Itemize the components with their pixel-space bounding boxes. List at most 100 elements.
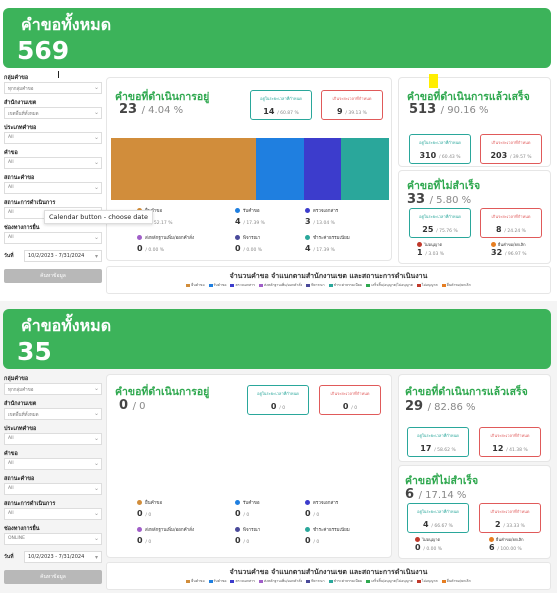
filter-request[interactable]: คำขอ All ⌄ [4,450,102,474]
search-button[interactable]: ค้นหาข้อมูล [4,570,102,584]
legend-dot-icon [235,527,240,532]
calendar-icon[interactable]: ▾ [94,252,98,260]
district-legend-item: ชำระค่าธรรมเนียม [328,578,362,584]
completed-count: 513 / 90.16 % [409,102,489,117]
bar-segment-0[interactable] [111,138,257,200]
filter-select[interactable]: All⌄ [4,157,102,169]
filter-select[interactable]: All⌄ [4,132,102,144]
chevron-down-icon: ⌄ [93,234,99,241]
bar-segment-2[interactable] [304,138,341,200]
text-cursor [58,71,59,78]
district-chart-card: จำนวนคำขอ จำแนกตามสำนักงานเขต และสถานะกา… [106,266,551,294]
chevron-down-icon: ⌄ [93,535,99,542]
search-button[interactable]: ค้นหาข้อมูล [4,269,102,283]
filter-request-status[interactable]: สถานะคำขอ All ⌄ [4,174,102,198]
district-legend-item: ไม่อนุญาต [416,282,438,288]
filter-select[interactable]: ONLINE ⌄ [4,533,102,545]
in-progress-within-time: อยู่ในระยะเวลาที่กำหนด 0 / 0 [247,385,309,415]
date-range-input[interactable]: 10/2/2023 - 7/31/2024 ▾ [24,551,102,563]
completed-count: 29 / 82.86 % [405,399,476,414]
filter-select[interactable]: ทุกกลุ่มคำขอ ⌄ [4,383,102,395]
district-legend-item: พิจารณา [306,282,325,288]
filter-select[interactable]: เขตพื้นที่ทั้งหมด ⌄ [4,408,102,420]
bar-segment-5[interactable] [340,138,389,200]
bar-segment-1[interactable] [256,138,305,200]
date-range: วันที่ 10/2/2023 - 7/31/2024 ▾ [4,550,102,564]
filter-request-group[interactable]: กลุ่มคำขอ ทุกกลุ่มคำขอ ⌄ [4,375,102,399]
date-label: วันที่ [4,554,14,560]
filter-channel[interactable]: ช่องทางการยื่น All ⌄ [4,224,102,248]
date-from[interactable]: 10/2/2023 [28,554,54,560]
date-to[interactable]: 7/31/2024 [58,554,85,560]
filter-select[interactable]: All⌄ [4,232,102,244]
fail-legend-not-permitted: ไม่อนุญาต 0 / 0.00 % [415,537,443,552]
filter-sidebar: กลุ่มคำขอ ทุกกลุ่มคำขอ ⌄ สำนักงานเขต เขตพื้… [4,375,102,584]
filter-select[interactable]: All⌄ [4,182,102,194]
date-from[interactable]: 10/2/2023 [28,253,54,259]
filter-channel[interactable]: ช่องทางการยื่น ONLINE ⌄ [4,525,102,549]
date-to[interactable]: 7/31/2024 [58,253,85,259]
completed-card: คำขอที่ดำเนินการแล้วเสร็จ 513 / 90.16 % … [398,77,551,167]
completed-within-time: อยู่ในระยะเวลาที่กำหนด 310 / 60.43 % [409,134,471,164]
in-progress-title: คำขอที่ดำเนินการอยู่ [115,91,210,103]
dashboard-panel-1: คำขอทั้งหมด 569 กลุ่มคำขอ ทุกกลุ่มคำขอ ⌄ ส… [0,0,557,296]
district-legend-item: ส่งหลักฐานเพิ่ม/ออกคำสั่ง [259,282,302,288]
failed-over-time: เกินระยะเวลาที่กำหนด 8 / 24.24 % [480,208,542,238]
filter-select[interactable]: All⌄ [4,458,102,470]
filter-select[interactable]: ทุกกลุ่มคำขอ ⌄ [4,82,102,94]
completed-over-time: เกินระยะเวลาที่กำหนด 12 / 41.38 % [479,427,541,457]
filter-request-type[interactable]: ประเภทคำขอ All ⌄ [4,124,102,148]
filter-request-type[interactable]: ประเภทคำขอ All ⌄ [4,425,102,449]
chevron-down-icon: ⌄ [93,159,99,166]
filter-label: สถานะการดำเนินการ [4,501,56,507]
status-legend-item: ตรวจเอกสาร 3 / 13.04 % [305,208,339,226]
total-requests-title: คำขอทั้งหมด [21,316,112,335]
status-stacked-bar [111,431,389,491]
in-progress-title: คำขอที่ดำเนินการอยู่ [115,386,210,398]
completed-title: คำขอที่ดำเนินการแล้วเสร็จ [407,91,530,103]
filter-district-office[interactable]: สำนักงานเขต เขตพื้นที่ทั้งหมด ⌄ [4,99,102,123]
date-label: วันที่ [4,253,14,259]
failed-title: คำขอที่ไม่สำเร็จ [407,180,481,192]
filter-request-group[interactable]: กลุ่มคำขอ ทุกกลุ่มคำขอ ⌄ [4,74,102,98]
failed-within-time: อยู่ในระยะเวลาที่กำหนด 4 / 66.67 % [407,503,469,533]
district-legend-item: รับคำขอ [208,578,226,584]
failed-card: คำขอที่ไม่สำเร็จ 33 / 5.80 % อยู่ในระยะเ… [398,170,551,264]
district-legend-item: ยื่นคำขอ [186,578,205,584]
chevron-down-icon: ⌄ [93,435,99,442]
district-legend-item: ยื่นคำขอ/ยกเลิก [441,578,471,584]
total-requests-count: 35 [17,337,52,366]
in-progress-count: 0 / 0 [119,398,146,413]
district-chart-legend: ยื่นคำขอ รับคำขอ ตรวจเอกสาร ส่งหลักฐานเพิ่ม… [107,282,550,288]
calendar-icon[interactable]: ▾ [94,553,98,561]
filter-request-status[interactable]: สถานะคำขอ All ⌄ [4,475,102,499]
filter-select[interactable]: All⌄ [4,483,102,495]
filter-label: สถานะการดำเนินการ [4,200,56,206]
legend-dot-icon [305,208,310,213]
filter-label: ช่องทางการยื่น [4,225,40,231]
filter-district-office[interactable]: สำนักงานเขต เขตพื้นที่ทั้งหมด ⌄ [4,400,102,424]
filter-select[interactable]: All⌄ [4,508,102,520]
chevron-down-icon: ⌄ [93,485,99,492]
district-legend-item: เสร็จสิ้น/อนุญาต/ไม่อนุญาต [366,282,413,288]
chevron-down-icon: ⌄ [93,410,99,417]
in-progress-over-time: เกินระยะเวลาที่กำหนด 9 / 39.13 % [321,90,383,120]
total-requests-header: คำขอทั้งหมด 35 [3,309,551,369]
in-progress-within-time: อยู่ในระยะเวลาที่กำหนด 14 / 60.87 % [250,90,312,120]
district-chart-title: จำนวนคำขอ จำแนกตามสำนักงานเขต และสถานะกา… [229,272,428,280]
failed-count: 33 / 5.80 % [407,192,472,207]
filter-request[interactable]: คำขอ All ⌄ [4,149,102,173]
district-chart-title: จำนวนคำขอ จำแนกตามสำนักงานเขต และสถานะกา… [229,568,428,576]
filter-label: สถานะคำขอ [4,175,35,181]
status-legend-item: ส่งหลักฐานเพิ่ม/ออกคำสั่ง 0 / 0 [137,527,195,545]
date-range-input[interactable]: 10/2/2023 - 7/31/2024 ▾ [24,250,102,262]
chevron-down-icon: ⌄ [93,134,99,141]
completed-within-time: อยู่ในระยะเวลาที่กำหนด 17 / 58.62 % [407,427,469,457]
status-legend-item: รับคำขอ 0 / 0 [235,500,260,518]
filter-select[interactable]: All⌄ [4,433,102,445]
date-range: วันที่ 10/2/2023 - 7/31/2024 ▾ [4,249,102,263]
in-progress-over-time: เกินระยะเวลาที่กำหนด 0 / 0 [319,385,381,415]
filter-select[interactable]: เขตพื้นที่ทั้งหมด ⌄ [4,107,102,119]
total-requests-title: คำขอทั้งหมด [21,15,112,34]
